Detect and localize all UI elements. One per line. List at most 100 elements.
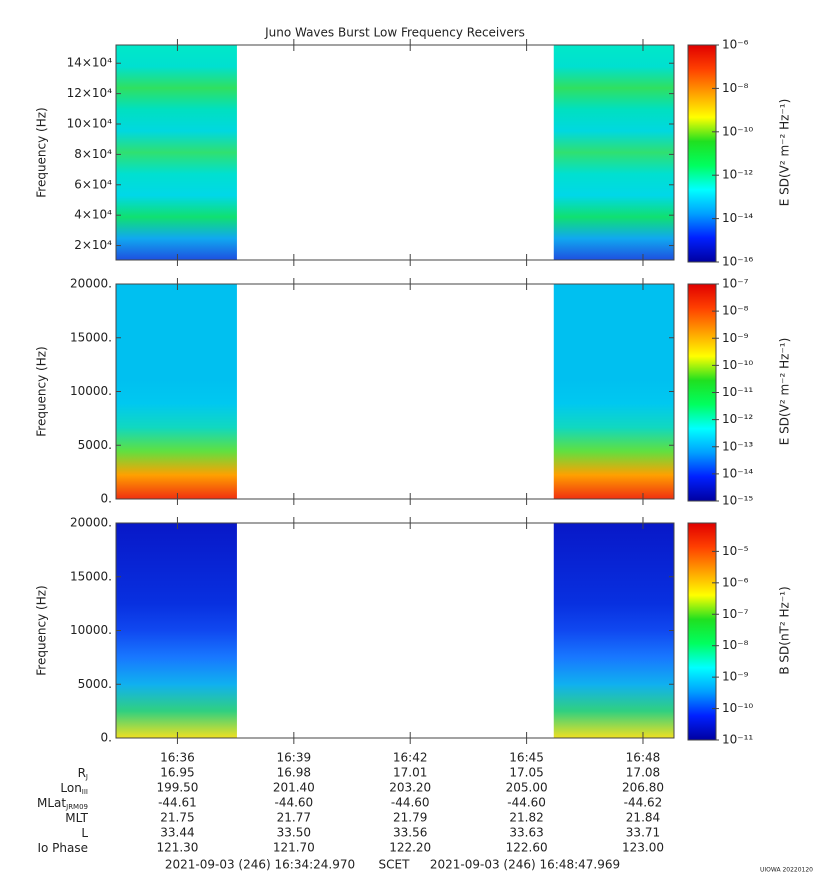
end-time: 2021-09-03 (246) 16:48:47.969 bbox=[430, 858, 620, 872]
ephemeris-value: 17.08 bbox=[626, 766, 660, 780]
spectrogram-block bbox=[553, 284, 674, 499]
colorbar-tick-label: 10⁻⁸ bbox=[722, 304, 749, 318]
colorbar-tick-label: 10⁻¹² bbox=[722, 412, 753, 426]
ephemeris-value: 33.71 bbox=[626, 826, 660, 840]
ephemeris-value: 33.56 bbox=[393, 826, 427, 840]
ephemeris-value: 21.82 bbox=[509, 811, 543, 825]
y-tick-label: 0. bbox=[101, 731, 112, 745]
ephemeris-value: -44.60 bbox=[274, 796, 313, 810]
ephemeris-value: -44.60 bbox=[507, 796, 546, 810]
colorbar-tick-label: 10⁻⁷ bbox=[722, 607, 749, 621]
x-tick-label: 16:42 bbox=[393, 751, 428, 765]
ephemeris-label-text: Lon bbox=[60, 781, 81, 795]
colorbar-tick-label: 10⁻⁹ bbox=[722, 331, 749, 345]
y-tick-label: 5000. bbox=[78, 677, 112, 691]
ephemeris-value: -44.61 bbox=[158, 796, 197, 810]
y-tick-label: 2×10⁴ bbox=[74, 238, 112, 252]
ephemeris-value: 121.30 bbox=[156, 841, 198, 855]
chart-title: Juno Waves Burst Low Frequency Receivers bbox=[264, 26, 525, 40]
plot-frame bbox=[115, 44, 675, 261]
ephemeris-value: 21.79 bbox=[393, 811, 427, 825]
ephemeris-value: 16.98 bbox=[277, 766, 311, 780]
x-tick-label: 16:39 bbox=[277, 751, 312, 765]
ephemeris-value: 33.44 bbox=[160, 826, 194, 840]
ephemeris-value: 21.75 bbox=[160, 811, 194, 825]
ephemeris-value: -44.60 bbox=[391, 796, 430, 810]
y-tick-label: 15000. bbox=[70, 569, 112, 583]
y-tick-label: 8×10⁴ bbox=[74, 147, 112, 161]
ephemeris-value: 17.01 bbox=[393, 766, 427, 780]
x-tick-label: 16:48 bbox=[626, 751, 661, 765]
ephemeris-label-text: R bbox=[78, 766, 86, 780]
colorbar bbox=[687, 283, 717, 502]
colorbar-tick-label: 10⁻⁶ bbox=[722, 38, 749, 52]
ephemeris-value: 21.84 bbox=[626, 811, 660, 825]
colorbar-tick-label: 10⁻⁸ bbox=[722, 638, 749, 652]
ephemeris-label-sub: III bbox=[82, 788, 88, 796]
colorbar-tick-label: 10⁻¹⁶ bbox=[722, 255, 753, 269]
colorbar-tick-label: 10⁻¹³ bbox=[722, 439, 753, 453]
y-tick-label: 5000. bbox=[78, 438, 112, 452]
spectrogram-block bbox=[116, 284, 237, 499]
colorbar-tick-label: 10⁻¹⁰ bbox=[722, 358, 753, 372]
y-axis-label: Frequency (Hz) bbox=[35, 107, 49, 198]
colorbar-tick-label: 10⁻¹² bbox=[722, 168, 753, 182]
ephemeris-label-sub: J bbox=[85, 773, 88, 781]
y-tick-label: 14×10⁴ bbox=[67, 56, 113, 70]
colorbar bbox=[687, 44, 717, 263]
ephemeris-label-text: L bbox=[81, 826, 88, 840]
ephemeris-value: 33.63 bbox=[509, 826, 543, 840]
ephemeris-label: Io Phase bbox=[37, 841, 88, 855]
ephemeris-label-text: Io Phase bbox=[37, 841, 88, 855]
scet-label: SCET bbox=[379, 858, 411, 872]
spectrogram-block bbox=[553, 45, 674, 260]
colorbar-label: E SD(V² m⁻² Hz⁻¹) bbox=[778, 338, 792, 446]
y-tick-label: 10000. bbox=[70, 623, 112, 637]
ephemeris-value: 21.77 bbox=[277, 811, 311, 825]
ephemeris-label: MLT bbox=[65, 811, 88, 825]
colorbar-tick-label: 10⁻¹¹ bbox=[722, 385, 753, 399]
stamp: UIOWA 20220120 bbox=[760, 867, 813, 874]
ephemeris-value: 206.80 bbox=[622, 781, 664, 795]
x-tick-label: 16:45 bbox=[509, 751, 544, 765]
spectrogram-block bbox=[116, 523, 237, 738]
colorbar-tick-label: 10⁻¹⁵ bbox=[722, 494, 753, 508]
ephemeris-value: 17.05 bbox=[509, 766, 543, 780]
colorbar-tick-label: 10⁻¹¹ bbox=[722, 733, 753, 747]
ephemeris-label-text: MLT bbox=[65, 811, 88, 825]
ephemeris-label: LonIII bbox=[60, 781, 88, 797]
ephemeris-value: 33.50 bbox=[277, 826, 311, 840]
y-tick-label: 20000. bbox=[70, 516, 112, 530]
spectrogram-block bbox=[116, 45, 237, 260]
y-axis-label: Frequency (Hz) bbox=[35, 585, 49, 676]
ephemeris-value: 123.00 bbox=[622, 841, 664, 855]
ephemeris-label-text: MLat bbox=[37, 796, 66, 810]
colorbar-tick-label: 10⁻⁵ bbox=[722, 544, 749, 558]
ephemeris-value: 199.50 bbox=[156, 781, 198, 795]
colorbar-tick-label: 10⁻⁹ bbox=[722, 670, 749, 684]
ephemeris-label: RJ bbox=[78, 766, 88, 782]
y-tick-label: 20000. bbox=[70, 277, 112, 291]
ephemeris-label: L bbox=[81, 826, 88, 840]
y-tick-label: 15000. bbox=[70, 330, 112, 344]
ephemeris-value: 203.20 bbox=[389, 781, 431, 795]
ephemeris-value: 205.00 bbox=[506, 781, 548, 795]
y-tick-label: 0. bbox=[101, 492, 112, 506]
start-time: 2021-09-03 (246) 16:34:24.970 bbox=[165, 858, 355, 872]
colorbar-label: E SD(V² m⁻² Hz⁻¹) bbox=[778, 99, 792, 207]
colorbar-tick-label: 10⁻⁷ bbox=[722, 277, 749, 291]
colorbar bbox=[687, 522, 717, 741]
colorbar-tick-label: 10⁻¹⁴ bbox=[722, 211, 753, 225]
spectrogram-block bbox=[553, 523, 674, 738]
y-tick-label: 4×10⁴ bbox=[74, 208, 112, 222]
ephemeris-label: MLatJRM09 bbox=[37, 796, 88, 812]
y-tick-label: 10000. bbox=[70, 384, 112, 398]
ephemeris-value: 16.95 bbox=[160, 766, 194, 780]
ephemeris-value: 122.60 bbox=[506, 841, 548, 855]
colorbar-tick-label: 10⁻¹⁰ bbox=[722, 701, 753, 715]
y-tick-label: 12×10⁴ bbox=[67, 86, 113, 100]
y-tick-label: 6×10⁴ bbox=[74, 177, 112, 191]
y-tick-label: 10×10⁴ bbox=[67, 117, 113, 131]
ephemeris-value: 121.70 bbox=[273, 841, 315, 855]
